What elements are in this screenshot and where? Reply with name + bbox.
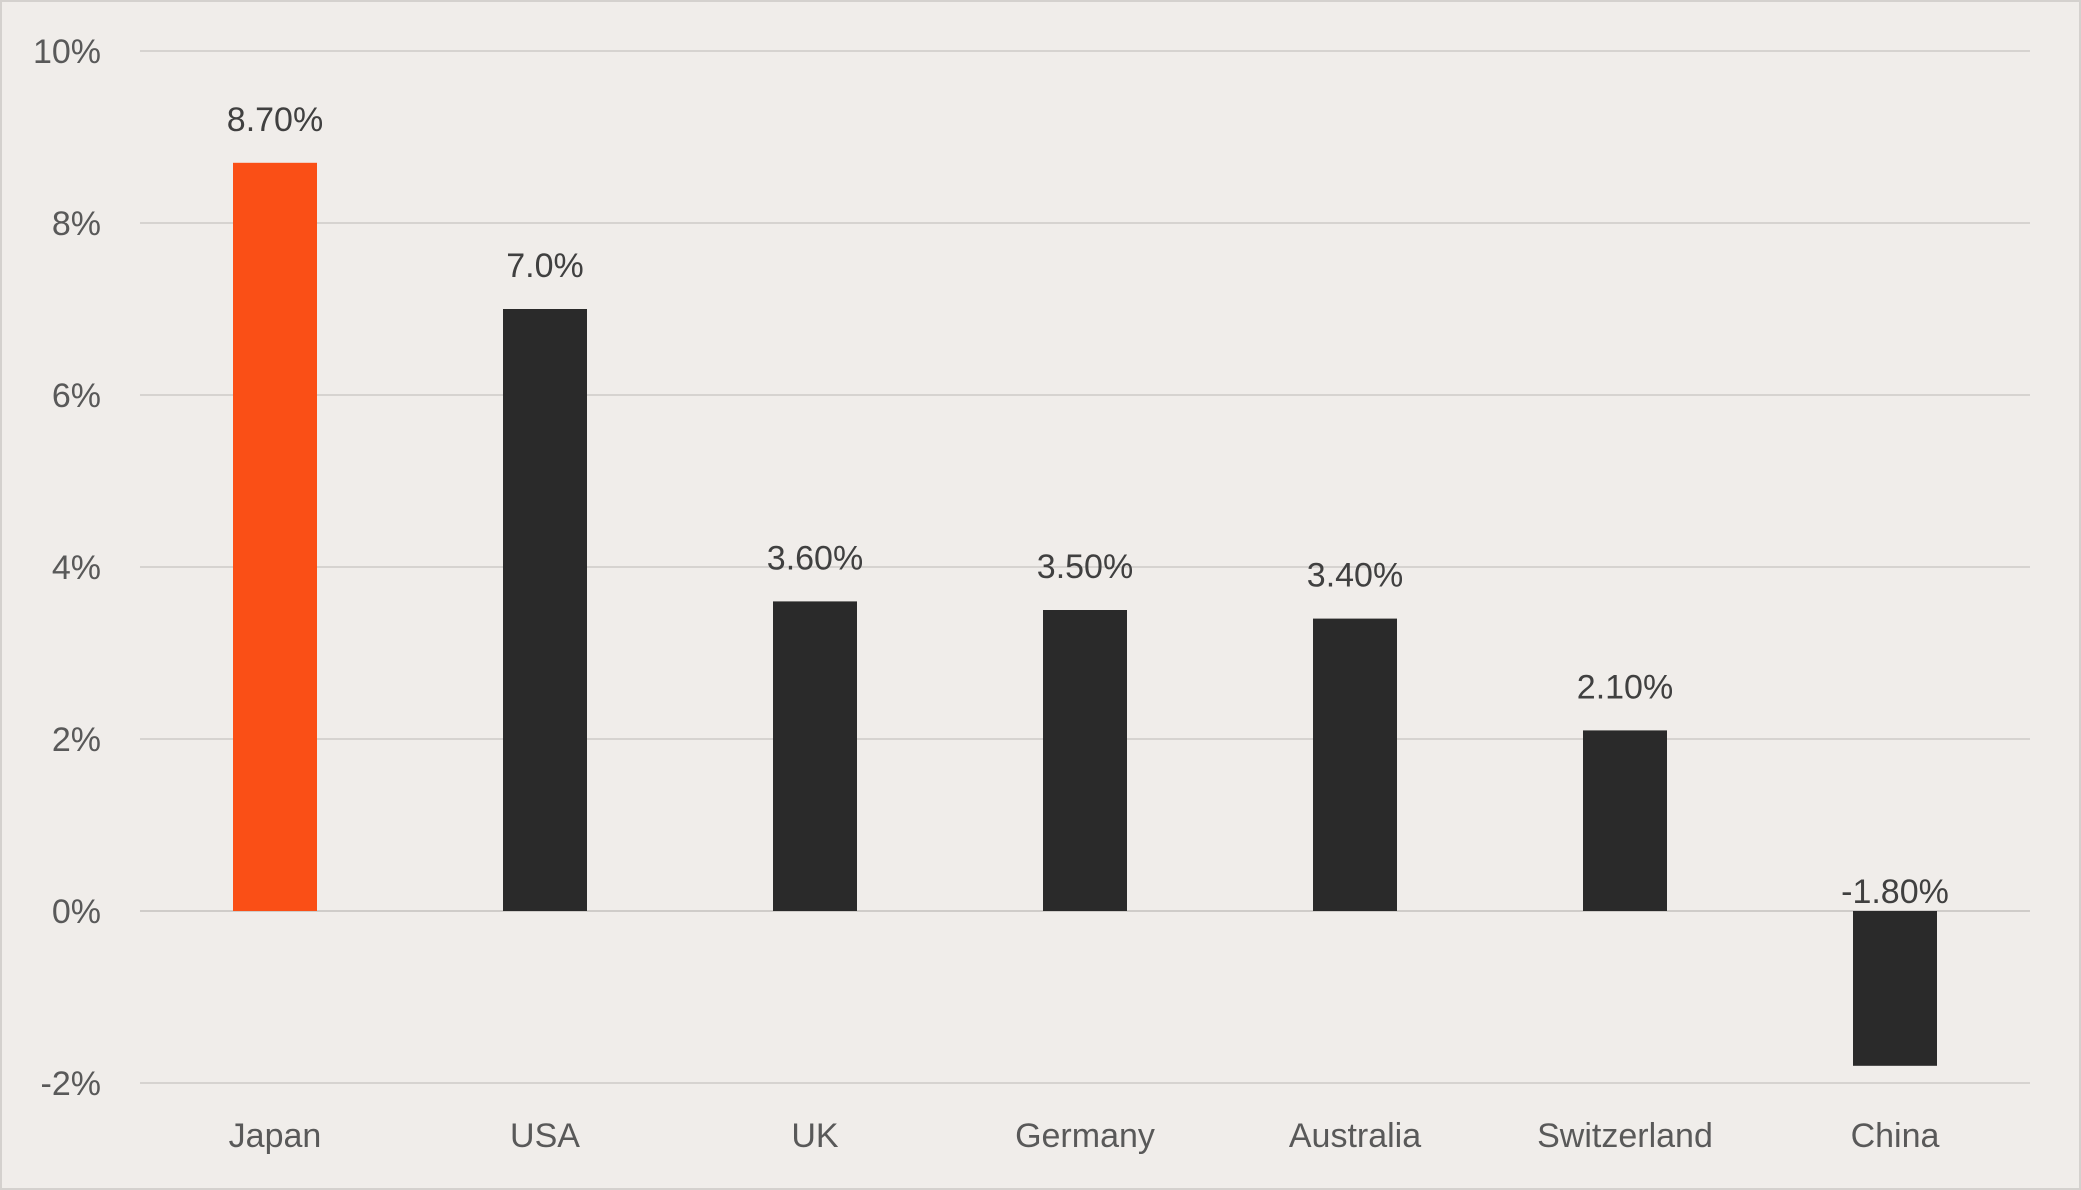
y-tick-label: 6% [52, 377, 101, 415]
data-label: 2.10% [1577, 668, 1673, 706]
bar-uk [773, 601, 857, 911]
bars [233, 162, 1937, 1066]
data-label: 7.0% [506, 247, 584, 285]
y-axis: -2% 0% 2% 4% 6% 8% 10% [33, 33, 101, 1103]
data-label: 8.70% [227, 101, 323, 139]
data-label: 3.50% [1037, 548, 1133, 586]
bar-australia [1313, 618, 1397, 911]
bar-china [1853, 911, 1937, 1066]
x-tick-label: Japan [229, 1117, 322, 1155]
y-tick-label: 4% [52, 549, 101, 587]
y-tick-label: 10% [33, 33, 101, 71]
data-label: 3.60% [767, 539, 863, 577]
x-tick-label: China [1851, 1117, 1940, 1155]
y-tick-label: 8% [52, 205, 101, 243]
bar-japan [233, 162, 317, 912]
data-labels: 8.70% 7.0% 3.60% 3.50% 3.40% 2.10% -1.80% [227, 101, 1949, 911]
x-tick-label: USA [510, 1117, 580, 1155]
data-label: 3.40% [1307, 557, 1403, 595]
bar-usa [503, 309, 587, 911]
y-tick-label: 0% [52, 893, 101, 931]
y-tick-label: 2% [52, 721, 101, 759]
x-axis: Japan USA UK Germany Australia Switzerland Chi… [229, 1117, 1940, 1155]
x-tick-label: Switzerland [1537, 1117, 1713, 1155]
x-tick-label: UK [791, 1117, 839, 1155]
gridlines [140, 50, 2030, 1084]
y-tick-label: -2% [41, 1065, 101, 1103]
bar-germany [1043, 610, 1127, 911]
x-tick-label: Australia [1289, 1117, 1421, 1155]
data-label: -1.80% [1841, 873, 1949, 911]
bar-switzerland [1583, 730, 1667, 911]
x-tick-label: Germany [1015, 1117, 1155, 1155]
